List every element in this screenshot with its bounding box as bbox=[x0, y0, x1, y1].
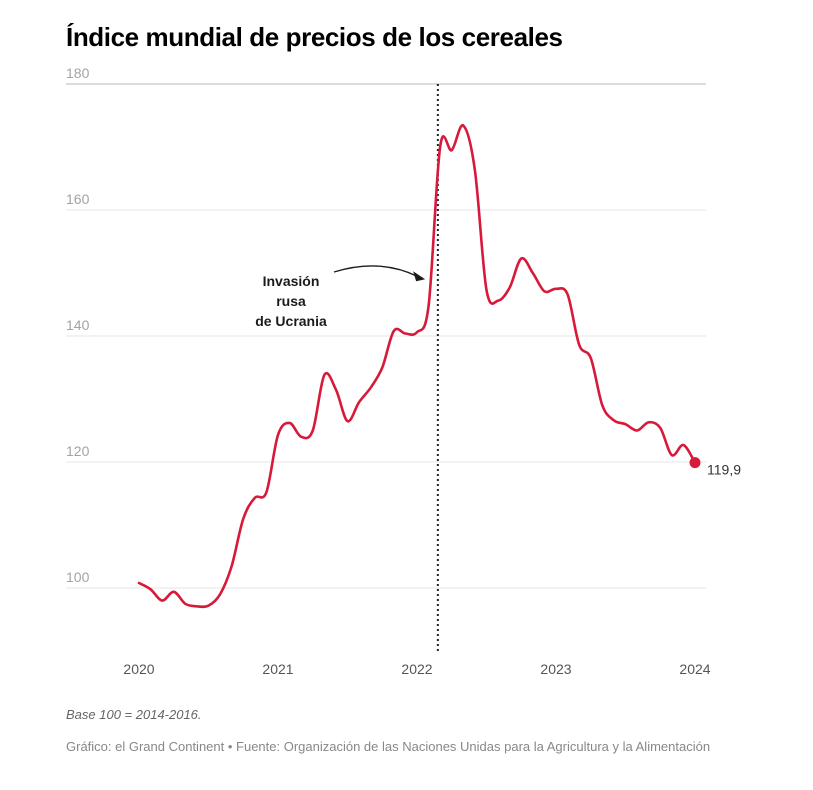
y-tick-label: 180 bbox=[66, 65, 90, 81]
y-tick-label: 160 bbox=[66, 191, 90, 207]
x-tick-label: 2022 bbox=[401, 661, 432, 677]
y-tick-label: 100 bbox=[66, 569, 90, 585]
x-tick-label: 2020 bbox=[123, 661, 154, 677]
y-tick-label: 120 bbox=[66, 443, 90, 459]
arrow-head-icon bbox=[413, 271, 426, 282]
x-tick-label: 2021 bbox=[262, 661, 293, 677]
series-line bbox=[137, 124, 697, 609]
y-tick-label: 140 bbox=[66, 317, 90, 333]
x-tick-label: 2024 bbox=[679, 661, 710, 677]
invasion-annotation: Invasión rusa de Ucrania bbox=[255, 265, 426, 329]
annotation-line-1: Invasión bbox=[263, 273, 320, 289]
x-tick-label: 2023 bbox=[540, 661, 571, 677]
source-credit: Gráfico: el Grand Continent • Fuente: Or… bbox=[66, 739, 711, 754]
annotation-arrow bbox=[333, 265, 418, 277]
end-point-marker bbox=[689, 457, 701, 469]
gridlines bbox=[66, 83, 706, 589]
annotation-line-3: de Ucrania bbox=[255, 313, 327, 329]
base-note: Base 100 = 2014-2016. bbox=[66, 707, 202, 722]
end-value-label: 119,9 bbox=[707, 462, 741, 478]
line-chart: 100 120 140 160 180 2020 2021 2022 2023 2024 Inv… bbox=[66, 65, 741, 677]
y-axis-ticks: 100 120 140 160 180 bbox=[66, 65, 90, 585]
chart-title: Índice mundial de precios de los cereale… bbox=[66, 22, 563, 52]
annotation-line-2: rusa bbox=[276, 293, 306, 309]
x-axis-ticks: 2020 2021 2022 2023 2024 bbox=[123, 661, 710, 677]
